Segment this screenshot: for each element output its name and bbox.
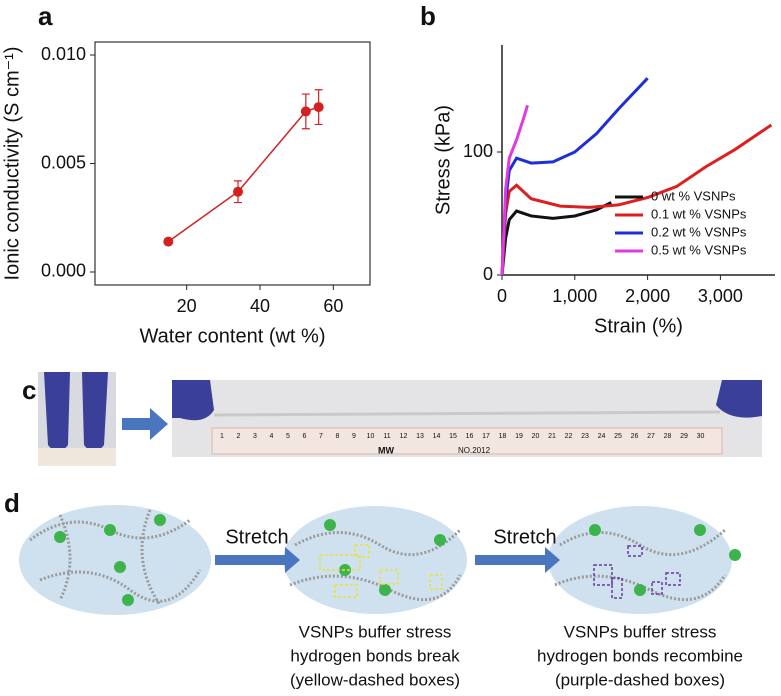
data-point: [313, 102, 324, 113]
ruler-number: 29: [680, 433, 688, 440]
plot-frame: [94, 41, 371, 286]
x-axis-title: Strain (%): [594, 315, 683, 337]
data-line: [500, 77, 649, 276]
ruler-text: NO.2012: [458, 446, 491, 455]
y-axis-title: Ionic conductivity (S cm⁻¹): [1, 47, 23, 281]
legend-label: 0 wt % VSNPs: [651, 188, 736, 203]
ruler-number: 23: [581, 433, 589, 440]
legend-label: 0.5 wt % VSNPs: [651, 242, 747, 257]
panel-label: a: [38, 1, 53, 31]
ruler-number: 21: [548, 433, 556, 440]
caption: (yellow-dashed boxes): [290, 670, 460, 689]
y-tick-label: 0: [483, 264, 493, 284]
data-line: [500, 123, 773, 276]
x-tick-label: 60: [323, 296, 343, 316]
ruler-number: 3: [253, 433, 257, 440]
ruler-number: 18: [499, 433, 507, 440]
caption: VSNPs buffer stress: [299, 622, 452, 641]
panel-label: c: [22, 375, 36, 405]
ruler-number: 12: [400, 433, 408, 440]
x-tick-label: 1,000: [552, 286, 597, 306]
data-line: [500, 104, 529, 276]
ruler-brand: MW: [378, 445, 394, 455]
x-tick-label: 2,000: [625, 286, 670, 306]
data-point: [163, 236, 174, 247]
arrow-label: Stretch: [225, 526, 288, 548]
caption: hydrogen bonds break: [290, 646, 460, 665]
ruler-number: 26: [631, 433, 639, 440]
legend-label: 0.2 wt % VSNPs: [651, 224, 747, 239]
ruler-number: 13: [416, 433, 424, 440]
x-tick-label: 3,000: [698, 286, 743, 306]
ruler-number: 10: [367, 433, 375, 440]
y-tick-label: 0.000: [41, 261, 86, 281]
x-tick-label: 20: [177, 296, 197, 316]
ruler-number: 15: [449, 433, 457, 440]
ruler-number: 22: [565, 433, 573, 440]
ruler-number: 7: [319, 433, 323, 440]
ruler-number: 11: [383, 433, 390, 440]
y-tick-label: 0.010: [41, 44, 86, 64]
ruler-number: 27: [647, 433, 655, 440]
ruler-number: 20: [532, 433, 540, 440]
photo-before: [38, 372, 116, 466]
legend-label: 0.1 wt % VSNPs: [651, 206, 747, 221]
ruler-number: 4: [270, 433, 274, 440]
ruler-number: 5: [286, 433, 290, 440]
ruler-number: 9: [352, 433, 356, 440]
ruler-number: 19: [515, 433, 523, 440]
data-line: [167, 106, 319, 243]
ruler-number: 25: [614, 433, 622, 440]
ruler-number: 6: [303, 433, 307, 440]
arrow-label: Stretch: [493, 526, 556, 548]
network-diagram: [19, 505, 741, 615]
y-tick-label: 100: [463, 141, 493, 161]
x-axis-title: Water content (wt %): [140, 325, 326, 347]
caption: (purple-dashed boxes): [555, 670, 725, 689]
ruler-number: 17: [482, 433, 490, 440]
y-tick-label: 0.005: [41, 152, 86, 172]
data-line: [500, 201, 612, 276]
ruler-number: 1: [220, 433, 224, 440]
x-tick-label: 0: [497, 286, 507, 306]
ruler-number: 2: [237, 433, 241, 440]
ruler-number: 8: [336, 433, 340, 440]
panel-label: d: [4, 488, 20, 518]
y-axis-title: Stress (kPa): [432, 105, 454, 215]
data-point: [233, 186, 243, 197]
panel-label: b: [420, 1, 436, 31]
photo-after: [172, 380, 762, 457]
x-tick-label: 40: [250, 296, 270, 316]
ruler-number: 28: [664, 433, 672, 440]
data-point: [300, 106, 311, 117]
ruler-number: 30: [697, 433, 705, 440]
ruler-number: 16: [466, 433, 474, 440]
caption: hydrogen bonds recombine: [537, 646, 743, 665]
ruler-number: 24: [598, 433, 606, 440]
arrow: [122, 408, 168, 440]
caption: VSNPs buffer stress: [564, 622, 717, 641]
ruler-number: 14: [433, 433, 441, 440]
